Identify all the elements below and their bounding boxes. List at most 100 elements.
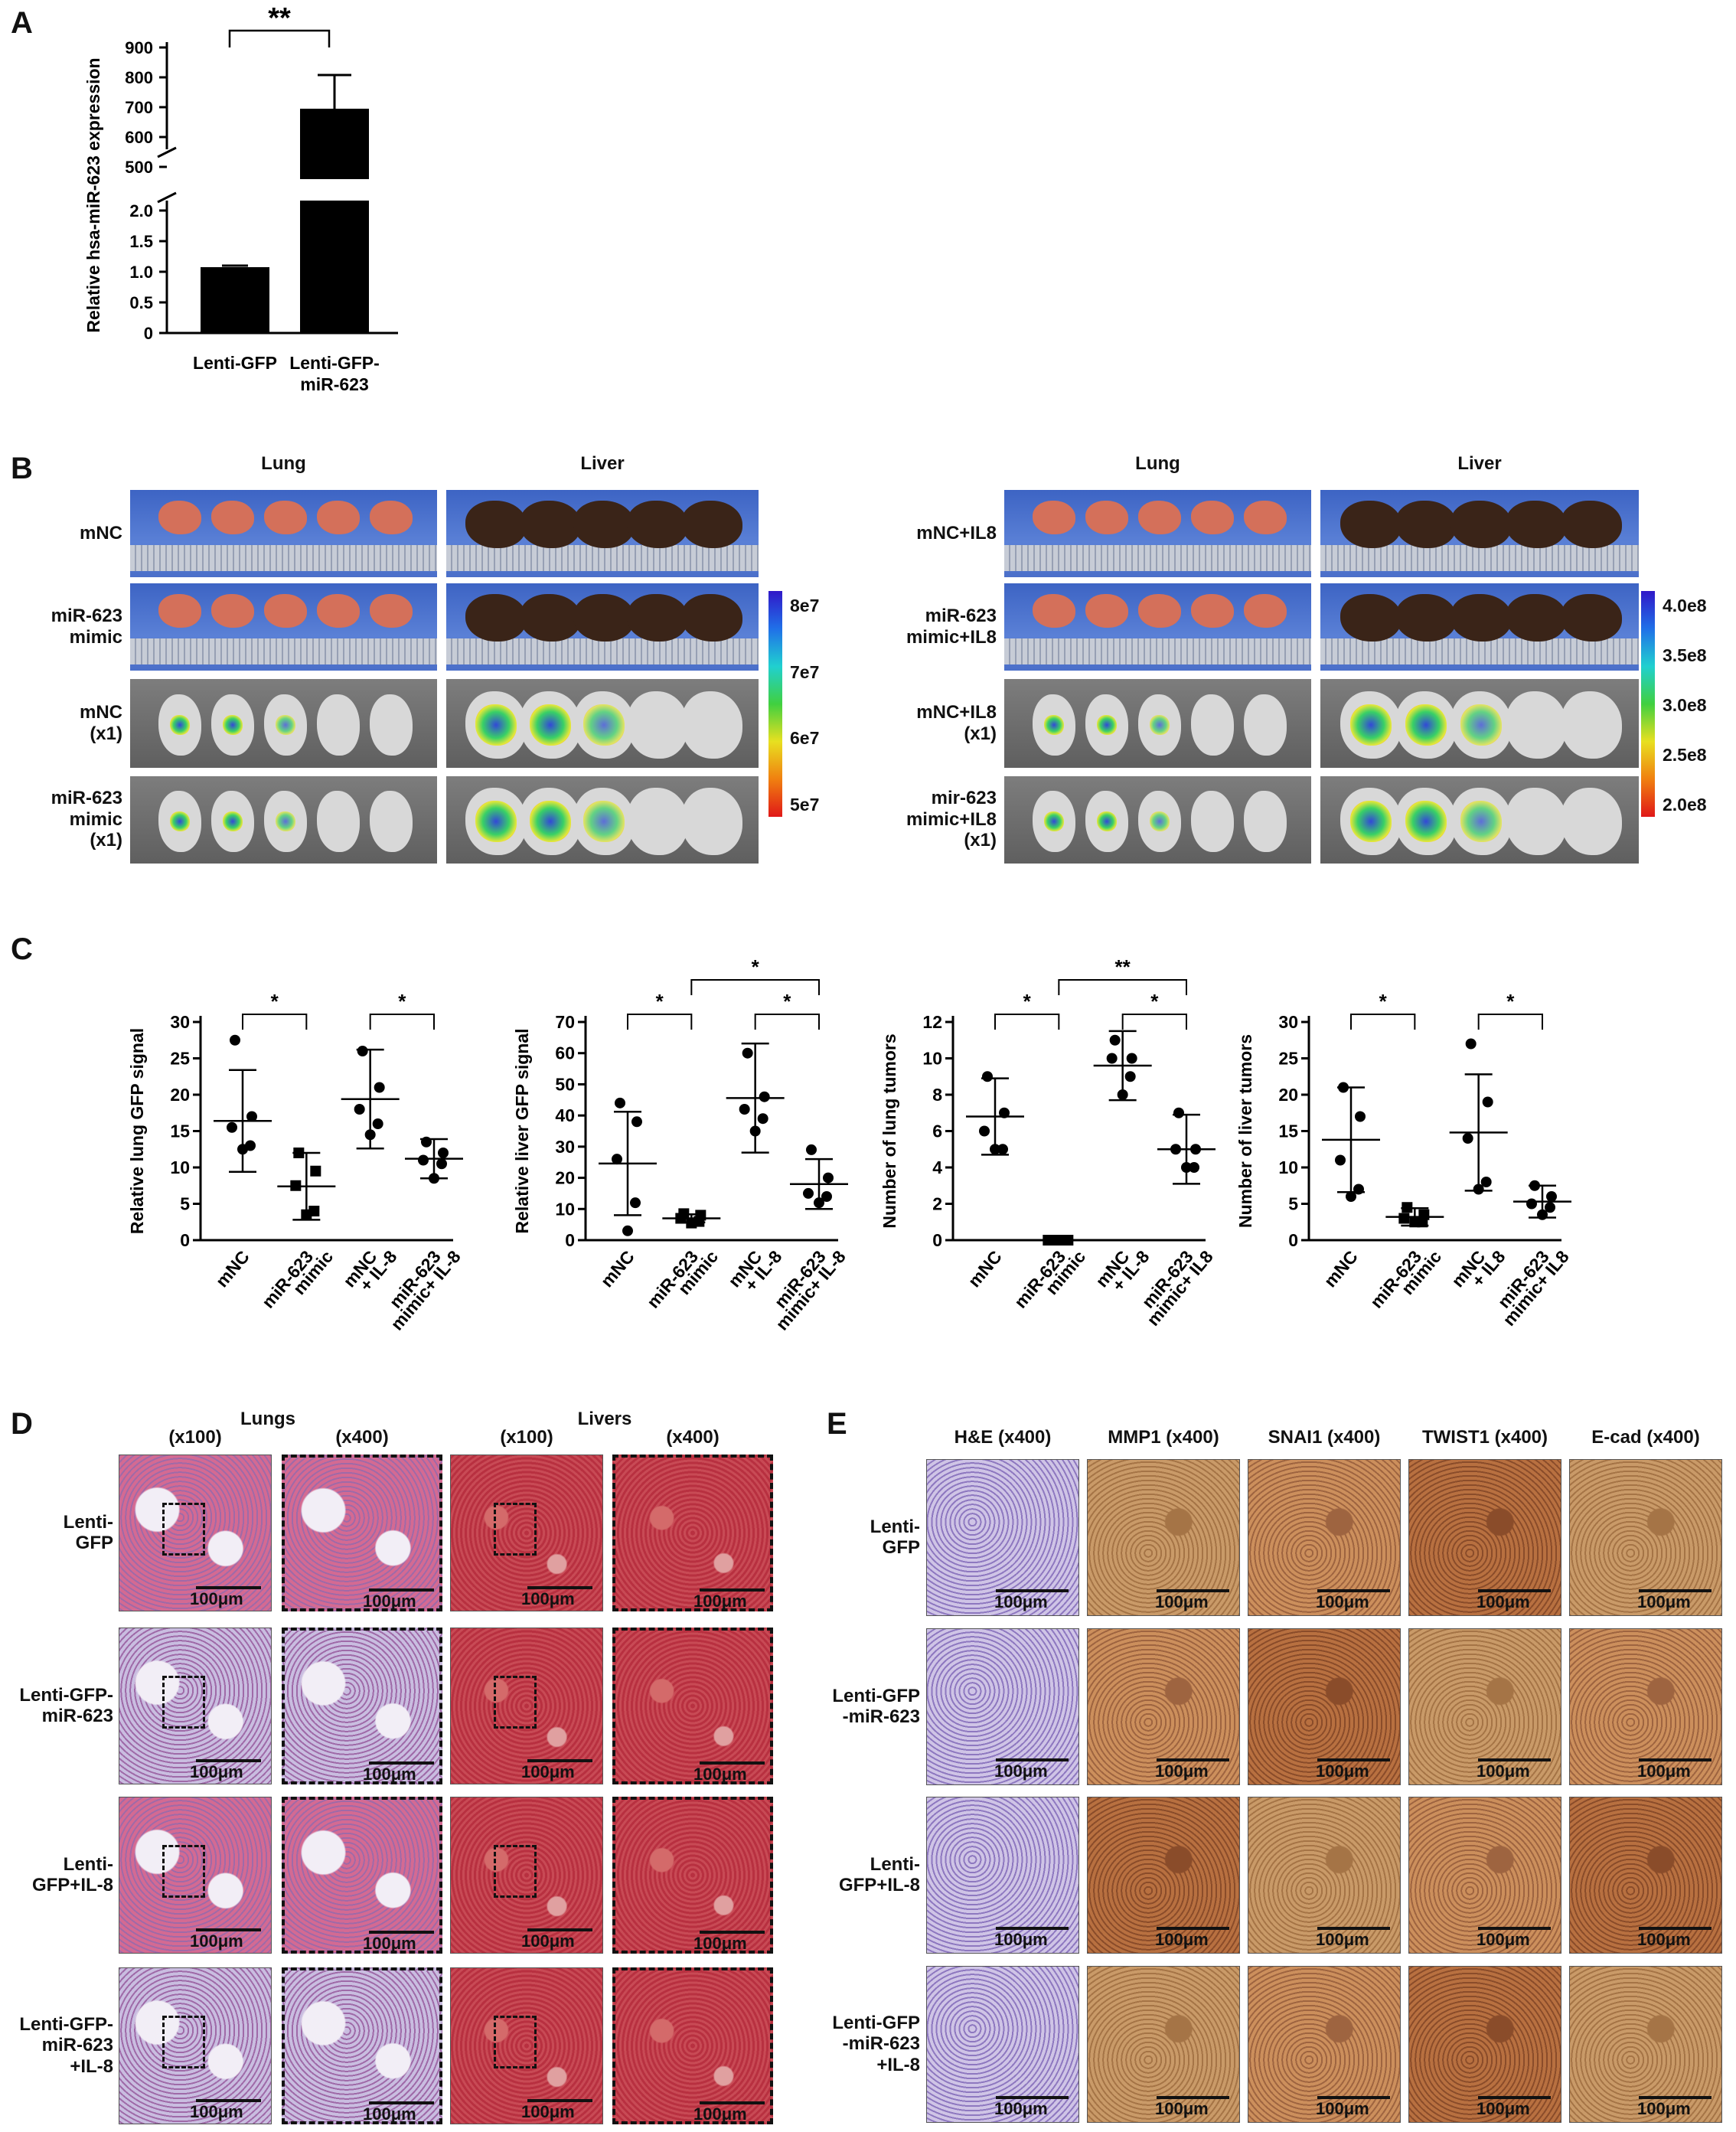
ihc-image: 100μm (1569, 1797, 1722, 1954)
scale-label: 100μm (1637, 1930, 1691, 1949)
data-point (1173, 1107, 1184, 1118)
liver-organ (627, 788, 689, 855)
histology-zoom: 100μm (612, 1967, 773, 2124)
signal-spot (169, 811, 190, 831)
scale-bar (700, 1588, 765, 1592)
data-point (237, 1144, 248, 1155)
scale-label: 100μm (190, 1762, 243, 1781)
histology-zoom: 100μm (282, 1455, 442, 1611)
histology-overview: 100μm (119, 1797, 272, 1954)
histology-overview: 100μm (119, 1628, 272, 1784)
signal-spot (1043, 811, 1064, 831)
data-point (1462, 1133, 1473, 1144)
panel-a-ytick: 700 (125, 98, 153, 117)
scale-label: 100μm (1155, 1930, 1209, 1949)
liver-photo (445, 582, 760, 672)
liver-organ (1340, 501, 1402, 548)
data-point (429, 1173, 439, 1184)
liver-organ (519, 594, 581, 642)
liver-organ (465, 594, 527, 642)
histology-zoom: 100μm (612, 1628, 773, 1784)
lung-organ (1085, 501, 1128, 534)
liver-organ (1450, 594, 1512, 642)
scale-bar (700, 1761, 765, 1765)
data-point (1053, 1235, 1065, 1246)
signal-spot (1149, 715, 1170, 735)
ytick-label: 10 (922, 1049, 942, 1069)
ihc-image: 100μm (1087, 1459, 1240, 1616)
lung-photo (1003, 488, 1313, 579)
data-point (1409, 1216, 1421, 1228)
bar-lenti-gfp-mir623-upper (300, 109, 369, 179)
data-point (354, 1104, 365, 1115)
scale-bar (196, 1586, 261, 1589)
data-point (1402, 1202, 1413, 1213)
zoom-region-box (494, 1675, 537, 1729)
histology-zoom: 100μm (282, 1628, 442, 1784)
scale-label: 100μm (521, 2102, 575, 2121)
liver-organ (680, 691, 742, 759)
scale-bar (1639, 1758, 1712, 1761)
scale-label: 100μm (994, 1761, 1048, 1781)
ihc-col-header: E-cad (x400) (1591, 1427, 1700, 1448)
scale-label: 100μm (1637, 1761, 1691, 1781)
scale-bar (1478, 1758, 1551, 1761)
liver-organ (1450, 788, 1512, 855)
ihc-image: 100μm (1248, 1459, 1401, 1616)
significance-bracket (690, 979, 820, 995)
ytick-label: 4 (932, 1157, 942, 1177)
scale-label: 100μm (693, 2104, 747, 2124)
lung-organ (158, 791, 201, 852)
data-point (739, 1104, 750, 1115)
row-label: Lenti-GFP- miR-623 (19, 1684, 113, 1727)
panel-b-letter: B (11, 452, 33, 485)
scale-label: 100μm (190, 1931, 243, 1951)
mag-header: (x100) (168, 1427, 222, 1448)
signal-spot (475, 801, 517, 842)
ytick-label: 15 (1278, 1122, 1298, 1141)
scale-label: 100μm (521, 1589, 575, 1608)
ytick-label: 10 (555, 1199, 575, 1219)
lung-organ (1032, 694, 1075, 756)
signal-spot (1149, 811, 1170, 831)
ihc-row-label: Lenti- GFP (870, 1516, 920, 1559)
ytick-label: 60 (555, 1043, 575, 1063)
scale-bar (996, 1589, 1069, 1592)
ruler (1004, 638, 1311, 664)
ihc-image: 100μm (1408, 1966, 1561, 2123)
data-point (1355, 1111, 1366, 1122)
signal-spot (222, 811, 243, 831)
lung-organ (210, 791, 254, 852)
lung-organ (369, 501, 413, 534)
ruler (130, 545, 437, 571)
histology-zoom: 100μm (612, 1797, 773, 1954)
lung-organ (210, 594, 254, 628)
row-label: Lenti- GFP (63, 1511, 113, 1554)
ihc-image: 100μm (1569, 1459, 1722, 1616)
data-point (357, 1046, 368, 1056)
ihc-image: 100μm (1408, 1797, 1561, 1954)
data-point (1170, 1144, 1181, 1155)
lung-organ (369, 791, 413, 852)
x-category-label: mNC (1320, 1247, 1361, 1291)
scale-label: 100μm (693, 1592, 747, 1611)
lung-organ (263, 791, 307, 852)
row-label: mNC+IL8 (x1) (916, 702, 997, 744)
ytick-label: 0 (932, 1230, 942, 1250)
liver-organ (1450, 691, 1512, 759)
lung-organ (1085, 694, 1128, 756)
x-label-lenti-gfp: Lenti-GFP (193, 353, 277, 373)
scale-bar (1639, 1589, 1712, 1592)
ruler (446, 638, 759, 664)
ytick-label: 20 (1278, 1085, 1298, 1105)
data-point (364, 1129, 376, 1141)
liver-organ (573, 501, 635, 548)
ytick-label: 40 (555, 1105, 575, 1125)
lung-organ (1137, 594, 1181, 628)
ihc-image: 100μm (1569, 1966, 1722, 2123)
scale-label: 100μm (1637, 1592, 1691, 1611)
scale-label: 100μm (521, 1762, 575, 1781)
scale-bar (527, 2099, 592, 2102)
liver-organ (465, 501, 527, 548)
scale-bar (1157, 1927, 1229, 1930)
